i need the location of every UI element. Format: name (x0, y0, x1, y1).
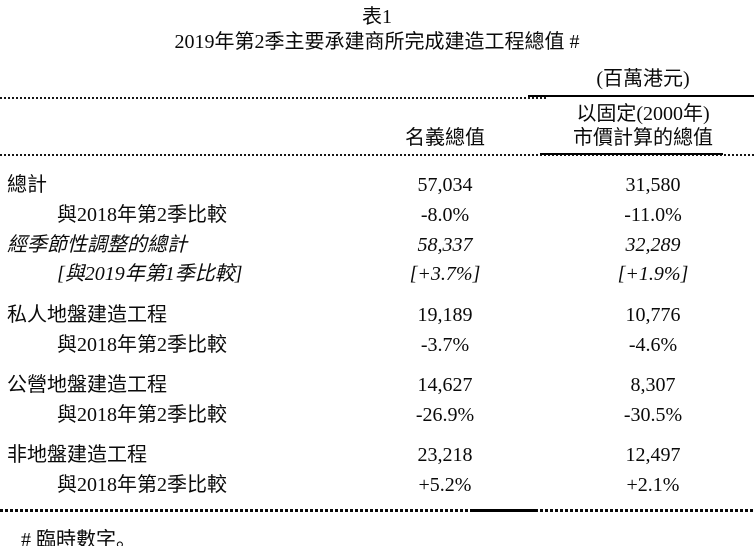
table-number: 表1 (362, 6, 392, 28)
rule-header-dotted (0, 154, 754, 156)
rule-header-solid-col2 (540, 153, 723, 155)
rule-bottom-dashed (0, 509, 754, 512)
nominal-value: +5.2% (418, 474, 472, 496)
rule-top-solid-col2 (528, 95, 754, 97)
table-row-public-sites: 公營地盤建造工程 14,627 8,307 (0, 374, 754, 397)
nominal-value: 19,189 (417, 304, 473, 326)
constant-value: 32,289 (625, 234, 681, 256)
nominal-value: -26.9% (415, 404, 475, 426)
table-row-public-sites-yoy: 與2018年第2季比較 -26.9% -30.5% (0, 404, 754, 427)
row-label: 與2018年第2季比較 (57, 404, 227, 426)
constant-value: -4.6% (628, 334, 678, 356)
row-label: 與2018年第2季比較 (57, 204, 227, 226)
constant-value: -11.0% (624, 204, 682, 226)
rule-top-dotted (0, 97, 546, 99)
row-label: 私人地盤建造工程 (7, 304, 167, 326)
table-row-qoq: [與2019年第1季比較] [+3.7%] [+1.9%] (0, 263, 754, 286)
nominal-value: 23,218 (417, 444, 473, 466)
row-label: 公營地盤建造工程 (7, 374, 167, 396)
row-label: 與2018年第2季比較 (57, 334, 227, 356)
constant-value: 31,580 (625, 174, 681, 196)
nominal-value: 58,337 (417, 234, 473, 256)
table-row-seasonally-adjusted: 經季節性調整的總計 58,337 32,289 (0, 234, 754, 257)
constant-value: -30.5% (623, 404, 683, 426)
column-header-nominal: 名義總值 (405, 127, 485, 149)
nominal-value: [+3.7%] (409, 263, 481, 285)
rule-bottom-solid-segment (470, 509, 537, 512)
nominal-value: 57,034 (417, 174, 473, 196)
row-label: 非地盤建造工程 (7, 444, 147, 466)
nominal-value: -8.0% (420, 204, 470, 226)
constant-value: 12,497 (625, 444, 681, 466)
row-label: 總計 (7, 174, 47, 196)
table-row-private-sites: 私人地盤建造工程 19,189 10,776 (0, 304, 754, 327)
nominal-value: 14,627 (417, 374, 473, 396)
constant-value: [+1.9%] (617, 263, 689, 285)
constant-value: 10,776 (625, 304, 681, 326)
nominal-value: -3.7% (420, 334, 470, 356)
column-header-constant-line1: 以固定(2000年) (576, 103, 710, 125)
constant-value: +2.1% (626, 474, 680, 496)
row-label: [與2019年第1季比較] (57, 263, 243, 285)
footnote: # 臨時數字。 (21, 529, 136, 546)
page-title: 2019年第2季主要承建商所完成建造工程總值 # (174, 31, 580, 53)
table-row-non-site-yoy: 與2018年第2季比較 +5.2% +2.1% (0, 474, 754, 497)
unit-label: (百萬港元) (596, 68, 690, 90)
table-row-private-sites-yoy: 與2018年第2季比較 -3.7% -4.6% (0, 334, 754, 357)
row-label: 與2018年第2季比較 (57, 474, 227, 496)
table-row-non-site: 非地盤建造工程 23,218 12,497 (0, 444, 754, 467)
row-label: 經季節性調整的總計 (7, 234, 187, 256)
table-row-total-yoy: 與2018年第2季比較 -8.0% -11.0% (0, 204, 754, 227)
table-row-total: 總計 57,034 31,580 (0, 174, 754, 197)
column-header-constant-line2: 市價計算的總值 (573, 127, 713, 149)
constant-value: 8,307 (630, 374, 676, 396)
